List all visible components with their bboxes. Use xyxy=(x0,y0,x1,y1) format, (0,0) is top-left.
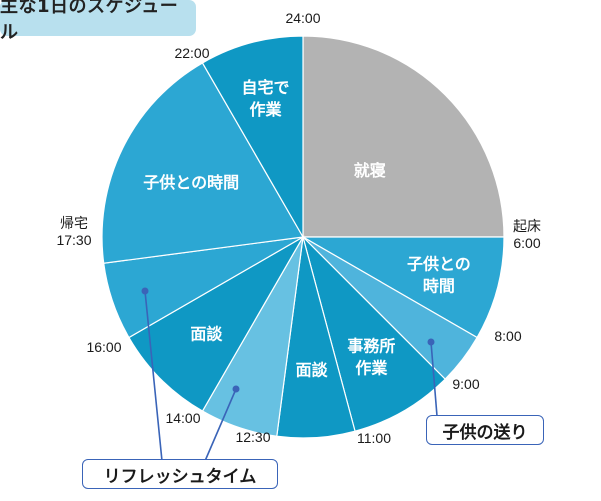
callout-lines xyxy=(141,287,438,462)
callout-child-sendoff: 子供の送り xyxy=(426,415,544,445)
pie-slice-900-1100 xyxy=(301,234,446,432)
slice-label: 面談 xyxy=(296,360,329,379)
callout-connector-dot xyxy=(232,385,240,393)
callout-refresh-time: リフレッシュタイム xyxy=(82,459,278,489)
time-label: 起床 xyxy=(513,218,541,234)
pie-slice-1400-1600 xyxy=(128,235,305,412)
time-label: 11:00 xyxy=(357,430,391,446)
pie-slice-2200-2400 xyxy=(201,35,304,240)
time-label: 6:00 xyxy=(513,235,540,251)
callout-connector-line xyxy=(144,290,163,462)
time-label: 12:30 xyxy=(235,429,270,445)
time-label: 22:00 xyxy=(174,45,209,61)
slice-label: 子供との時間 xyxy=(143,173,239,192)
callout-connector-line xyxy=(430,341,438,417)
pie-slice-1730-2200 xyxy=(101,62,304,264)
slice-label: 面談 xyxy=(190,325,223,344)
time-label: 24:00 xyxy=(285,10,320,26)
time-label: 16:00 xyxy=(86,339,121,355)
time-label: 8:00 xyxy=(494,328,521,344)
time-label: 17:30 xyxy=(56,232,91,248)
pie-slice-2400-600 xyxy=(302,35,505,238)
chart-title: 主な1日のスケジュール xyxy=(0,0,196,43)
pie-slice-600-800 xyxy=(300,236,505,339)
callout-connector-dot xyxy=(427,338,435,346)
time-label: 9:00 xyxy=(452,376,479,392)
slice-label: 事務所作業 xyxy=(347,336,395,377)
time-labels: 24:00 起床6:00 8:00 9:00 11:00 12:30 14:00 16:00 帰… xyxy=(56,10,541,446)
time-label: 帰宅 xyxy=(60,215,88,231)
pie-slices xyxy=(101,35,505,439)
callout-connector-line xyxy=(204,388,237,462)
slice-label: 子供との時間 xyxy=(407,254,471,295)
time-label: 14:00 xyxy=(165,410,200,426)
slice-label: 自宅で作業 xyxy=(242,78,290,119)
callout-connector-dot xyxy=(141,287,149,295)
slice-label: 就寝 xyxy=(354,161,386,180)
